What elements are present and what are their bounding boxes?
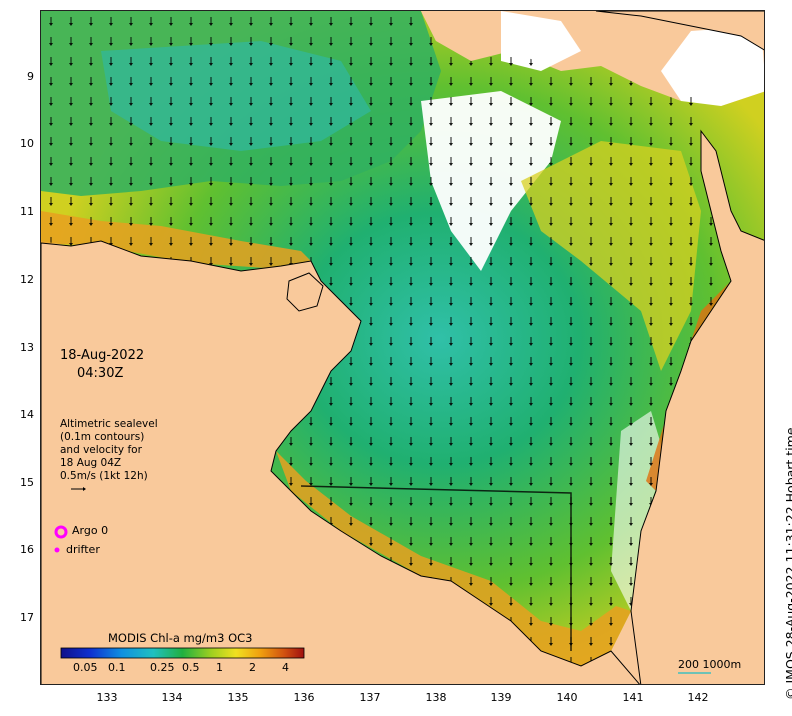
x-tick: 133	[96, 691, 118, 704]
drifter-marker	[54, 547, 60, 553]
colorbar-tick: 4	[282, 661, 289, 674]
colorbar-tick: 2	[249, 661, 256, 674]
colorbar-tick: 0.05	[73, 661, 98, 674]
date-label: 18-Aug-2022	[60, 348, 145, 363]
x-tick: 134	[161, 691, 183, 704]
legend-line: 0.5m/s (1kt 12h)	[60, 470, 148, 482]
x-tick: 137	[359, 691, 381, 704]
argo-marker	[54, 525, 68, 539]
x-tick: 142	[687, 691, 709, 704]
new-guinea-land	[595, 11, 764, 51]
x-tick: 141	[622, 691, 644, 704]
y-tick: 10	[20, 137, 34, 150]
colorbar	[60, 647, 305, 659]
depth-scale-label: 200 1000m	[678, 658, 742, 671]
legend-line: (0.1m contours)	[60, 431, 145, 443]
colorbar-tick: 0.5	[182, 661, 200, 674]
current-path	[300, 485, 572, 651]
x-tick: 138	[425, 691, 447, 704]
y-tick: 14	[20, 408, 34, 421]
colorbar-tick: 1	[216, 661, 223, 674]
cape-york-land	[421, 11, 481, 41]
colorbar-title: MODIS Chl-a mg/m3 OC3	[108, 631, 253, 645]
x-tick: 135	[227, 691, 249, 704]
legend-line: Altimetric sealevel	[60, 418, 158, 430]
credit-text: © IMOS 28-Aug-2022 11:31:22 Hobart time	[783, 427, 792, 700]
y-tick: 9	[27, 70, 34, 83]
y-tick: 12	[20, 273, 34, 286]
y-tick: 11	[20, 205, 34, 218]
map-panel	[40, 10, 765, 685]
x-tick: 140	[556, 691, 578, 704]
x-tick: 139	[490, 691, 512, 704]
cloud-patch-3	[661, 26, 764, 106]
colorbar-tick: 0.1	[108, 661, 126, 674]
argo-label: Argo 0	[72, 524, 109, 537]
colorbar-tick: 0.25	[150, 661, 175, 674]
time-label: 04:30Z	[77, 366, 124, 381]
y-tick: 13	[20, 341, 34, 354]
map-canvas	[41, 11, 764, 684]
drifter-label: drifter	[66, 543, 100, 556]
legend-line: 18 Aug 04Z	[60, 457, 122, 469]
y-tick: 16	[20, 543, 34, 556]
velocity-legend: Altimetric sealevel (0.1m contours) and …	[60, 418, 158, 483]
groote-eylandt	[286, 272, 324, 312]
y-tick: 17	[20, 611, 34, 624]
legend-line: and velocity for	[60, 444, 142, 456]
x-tick: 136	[293, 691, 315, 704]
y-tick: 15	[20, 476, 34, 489]
